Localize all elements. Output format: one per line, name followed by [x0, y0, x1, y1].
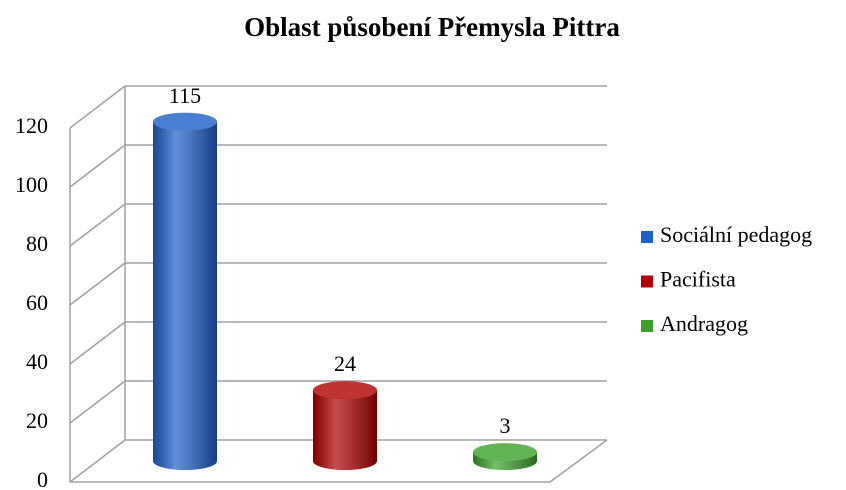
legend-label: Pacifista: [660, 267, 736, 292]
grid-line: [69, 262, 607, 306]
bar-top: [313, 381, 377, 400]
y-tick-label: 80: [26, 231, 48, 256]
legend-swatch: [641, 231, 653, 243]
grid-line: [69, 85, 607, 129]
legend-label: Andragog: [660, 311, 748, 336]
grid-line: [69, 380, 607, 424]
value-label: 24: [334, 351, 356, 376]
bar-shade: [153, 121, 217, 470]
bar: [153, 112, 217, 470]
y-tick-label: 0: [37, 467, 48, 490]
floor: [70, 439, 608, 483]
grid-line: [69, 144, 607, 188]
y-tick-label: 60: [26, 290, 48, 315]
bar-top: [153, 112, 217, 131]
legend-swatch: [641, 275, 653, 288]
y-tick-label: 120: [15, 113, 48, 138]
bar: [313, 381, 377, 470]
bar-top: [473, 443, 537, 462]
y-tick-label: 40: [26, 349, 48, 374]
value-label: 115: [169, 83, 201, 108]
bar-top-shine: [313, 381, 377, 400]
bar-shade: [313, 390, 377, 470]
bar-top-shine: [473, 443, 537, 462]
legend-label: Sociální pedagog: [660, 222, 812, 247]
bar: [473, 443, 537, 470]
grid-line: [69, 321, 607, 365]
grid-line: [69, 203, 607, 247]
value-label: 3: [500, 413, 511, 438]
bar-top-shine: [153, 112, 217, 131]
y-tick-label: 100: [15, 172, 48, 197]
y-tick-label: 20: [26, 408, 48, 433]
chart-title: Oblast působení Přemysla Pittra: [244, 12, 620, 42]
legend-swatch: [641, 320, 653, 332]
grid-line: [69, 439, 607, 483]
